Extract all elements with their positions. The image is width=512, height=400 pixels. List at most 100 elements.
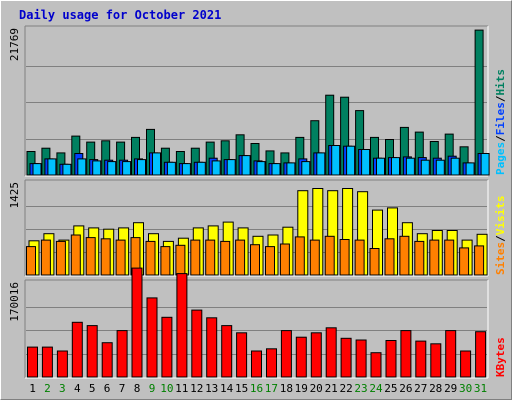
bar-sites bbox=[444, 239, 455, 276]
ymax-label: 21769 bbox=[8, 28, 21, 61]
bar-kbytes bbox=[161, 316, 173, 378]
bar-pages bbox=[391, 157, 400, 176]
bar-sites bbox=[369, 248, 380, 276]
bar-pages bbox=[256, 161, 266, 176]
day-label: 17 bbox=[265, 382, 278, 395]
bar-kbytes bbox=[340, 337, 352, 378]
bar-pages bbox=[196, 161, 206, 176]
bar-sites bbox=[354, 239, 365, 276]
bar-sites bbox=[309, 239, 320, 276]
legend-entry: Sites bbox=[494, 242, 507, 275]
day-label: 1 bbox=[29, 382, 36, 395]
chart-title: Daily usage for October 2021 bbox=[19, 8, 221, 22]
bar-kbytes bbox=[221, 325, 233, 378]
bar-sites bbox=[265, 246, 275, 276]
series-hits bbox=[26, 29, 484, 176]
panel-legend: Pages/Files/Hits bbox=[494, 69, 507, 175]
bar-sites bbox=[190, 239, 201, 276]
bar-pages bbox=[241, 155, 251, 176]
bar-sites bbox=[175, 244, 186, 276]
series-sites bbox=[26, 234, 485, 276]
bar-pages bbox=[480, 153, 490, 176]
day-label: 30 bbox=[459, 382, 472, 395]
bar-sites bbox=[26, 246, 36, 276]
bar-pages bbox=[450, 157, 460, 176]
bar-pages bbox=[420, 159, 430, 176]
bar-pages bbox=[181, 163, 191, 176]
bar-sites bbox=[40, 239, 51, 276]
bar-pages bbox=[331, 145, 341, 176]
bar-kbytes bbox=[41, 346, 53, 378]
bar-sites bbox=[414, 240, 425, 276]
panel-legend: Sites/Visits bbox=[494, 196, 507, 276]
bar-kbytes bbox=[56, 350, 68, 378]
bar-sites bbox=[70, 234, 81, 276]
day-label: 11 bbox=[175, 382, 188, 395]
day-label: 12 bbox=[190, 382, 203, 395]
day-axis-labels: 1 2 3 4 5 6 7 8 9 10 11 12 13 14 15 16 17 18 19 20 21 22 23 24 2… bbox=[29, 382, 487, 395]
bar-kbytes bbox=[131, 267, 143, 378]
bar-sites bbox=[55, 240, 66, 276]
bar-sites bbox=[115, 239, 126, 276]
bar-sites bbox=[160, 246, 171, 276]
bar-kbytes bbox=[370, 352, 382, 378]
bar-kbytes bbox=[355, 339, 367, 378]
day-label: 26 bbox=[399, 382, 412, 395]
day-label: 8 bbox=[134, 382, 141, 395]
bar-pages bbox=[435, 159, 445, 176]
bar-sites bbox=[279, 243, 290, 276]
day-label: 6 bbox=[104, 382, 111, 395]
series-pages bbox=[32, 145, 490, 176]
bar-sites bbox=[474, 245, 485, 276]
ymax-label: 1425 bbox=[8, 182, 21, 209]
chart-panels: 21769 Pages/Files/Hits 1425 Sites/Visits170… bbox=[8, 25, 507, 379]
bar-kbytes bbox=[266, 348, 277, 378]
bar-pages bbox=[166, 161, 176, 176]
bar-sites bbox=[399, 235, 410, 276]
legend-entry: / bbox=[494, 235, 507, 242]
bar-pages bbox=[107, 161, 117, 176]
panel-hits-files-pages: 21769 Pages/Files/Hits bbox=[8, 25, 507, 177]
bar-kbytes bbox=[27, 346, 38, 378]
panel-kbytes: 170016 KBytes bbox=[8, 267, 507, 379]
bar-pages bbox=[62, 163, 72, 176]
bar-pages bbox=[226, 159, 236, 176]
legend-entry: / bbox=[494, 135, 507, 142]
legend-entry: KBytes bbox=[494, 337, 507, 377]
legend-entry: / bbox=[494, 95, 507, 102]
bar-sites bbox=[250, 244, 260, 276]
bar-sites bbox=[235, 239, 246, 276]
day-label: 9 bbox=[149, 382, 156, 395]
bar-kbytes bbox=[176, 273, 188, 378]
bar-kbytes bbox=[415, 340, 427, 378]
panel-legend: KBytes bbox=[494, 337, 507, 377]
day-label: 22 bbox=[339, 382, 352, 395]
day-label: 5 bbox=[89, 382, 96, 395]
day-label: 10 bbox=[160, 382, 173, 395]
bar-kbytes bbox=[86, 325, 98, 378]
bar-pages bbox=[346, 145, 356, 176]
day-label: 25 bbox=[384, 382, 397, 395]
bar-sites bbox=[85, 237, 96, 276]
day-label: 14 bbox=[220, 382, 234, 395]
bar-kbytes bbox=[146, 297, 158, 378]
bar-kbytes bbox=[116, 330, 128, 378]
day-label: 20 bbox=[310, 382, 323, 395]
bar-pages bbox=[211, 160, 221, 176]
day-label: 23 bbox=[354, 382, 367, 395]
day-label: 28 bbox=[429, 382, 442, 395]
day-label: 27 bbox=[414, 382, 427, 395]
bar-pages bbox=[47, 158, 57, 176]
bar-kbytes bbox=[295, 336, 307, 378]
bar-pages bbox=[77, 158, 87, 176]
day-label: 19 bbox=[295, 382, 308, 395]
bar-pages bbox=[32, 163, 42, 176]
panel-visits-sites: 1425 Sites/Visits bbox=[8, 179, 507, 277]
day-label: 15 bbox=[235, 382, 248, 395]
day-label: 24 bbox=[369, 382, 383, 395]
bar-pages bbox=[92, 160, 102, 176]
bar-sites bbox=[339, 239, 350, 276]
legend-entry: Hits bbox=[494, 69, 507, 96]
bar-pages bbox=[271, 163, 281, 176]
